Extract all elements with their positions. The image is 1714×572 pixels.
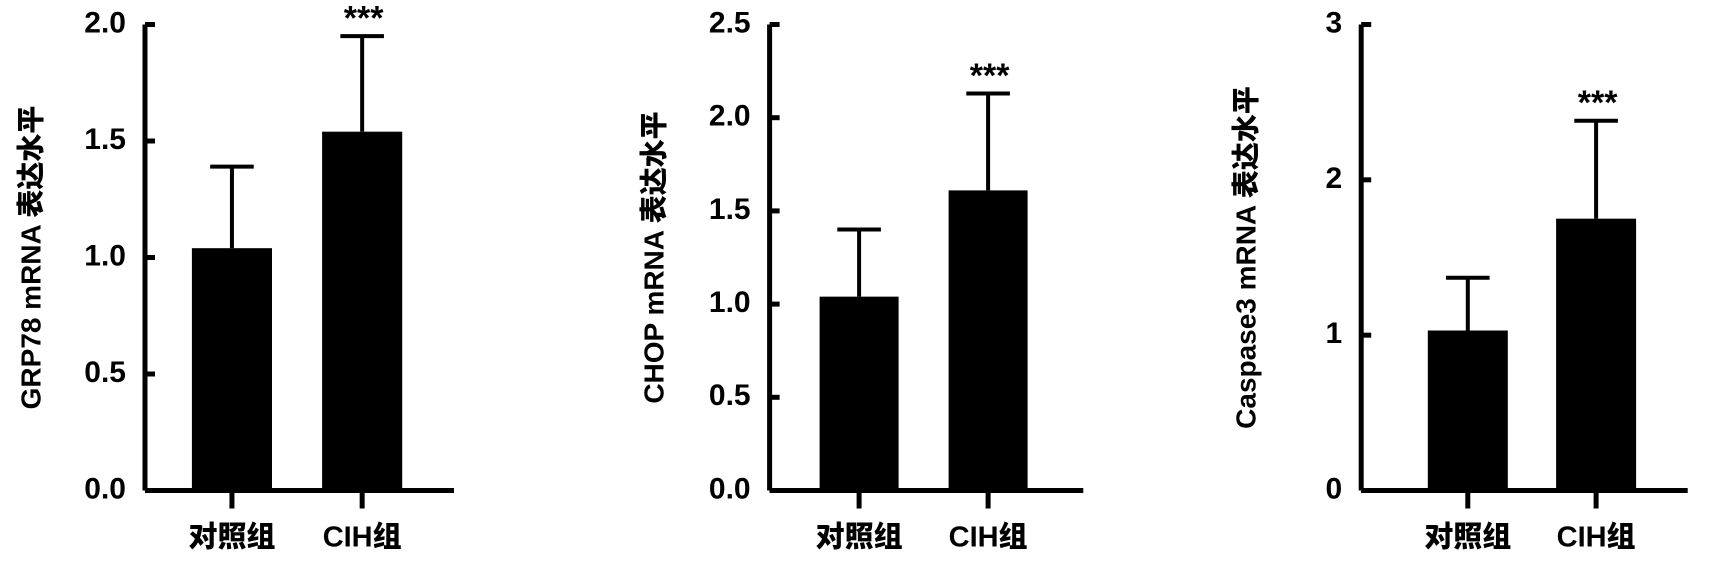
svg-text:1.5: 1.5 [84, 123, 126, 156]
svg-text:3: 3 [1325, 6, 1342, 39]
svg-text:1.0: 1.0 [709, 286, 751, 319]
svg-text:2.0: 2.0 [84, 6, 126, 39]
svg-text:Caspase3 mRNA 表达水平: Caspase3 mRNA 表达水平 [1230, 86, 1261, 429]
svg-text:GRP78 mRNA 表达水平: GRP78 mRNA 表达水平 [15, 106, 46, 410]
svg-text:CHOP mRNA 表达水平: CHOP mRNA 表达水平 [639, 111, 670, 403]
svg-text:0: 0 [1325, 472, 1342, 505]
svg-text:***: *** [970, 57, 1010, 95]
svg-text:CIH组: CIH组 [323, 520, 402, 553]
svg-text:0.0: 0.0 [709, 472, 751, 505]
svg-text:1.5: 1.5 [709, 193, 751, 226]
svg-text:***: *** [344, 0, 384, 37]
svg-text:2.5: 2.5 [709, 6, 751, 39]
svg-text:对照组: 对照组 [816, 520, 903, 553]
svg-text:0.5: 0.5 [84, 356, 126, 389]
svg-text:0.0: 0.0 [84, 472, 126, 505]
svg-text:2: 2 [1325, 162, 1342, 195]
svg-text:对照组: 对照组 [188, 520, 275, 553]
svg-text:***: *** [1577, 84, 1617, 122]
svg-text:对照组: 对照组 [1424, 520, 1511, 553]
svg-text:0.5: 0.5 [709, 379, 751, 412]
svg-text:CIH组: CIH组 [1556, 520, 1635, 553]
svg-text:1.0: 1.0 [84, 239, 126, 272]
svg-text:1: 1 [1325, 317, 1342, 350]
svg-text:2.0: 2.0 [709, 100, 751, 133]
svg-text:CIH组: CIH组 [949, 520, 1028, 553]
